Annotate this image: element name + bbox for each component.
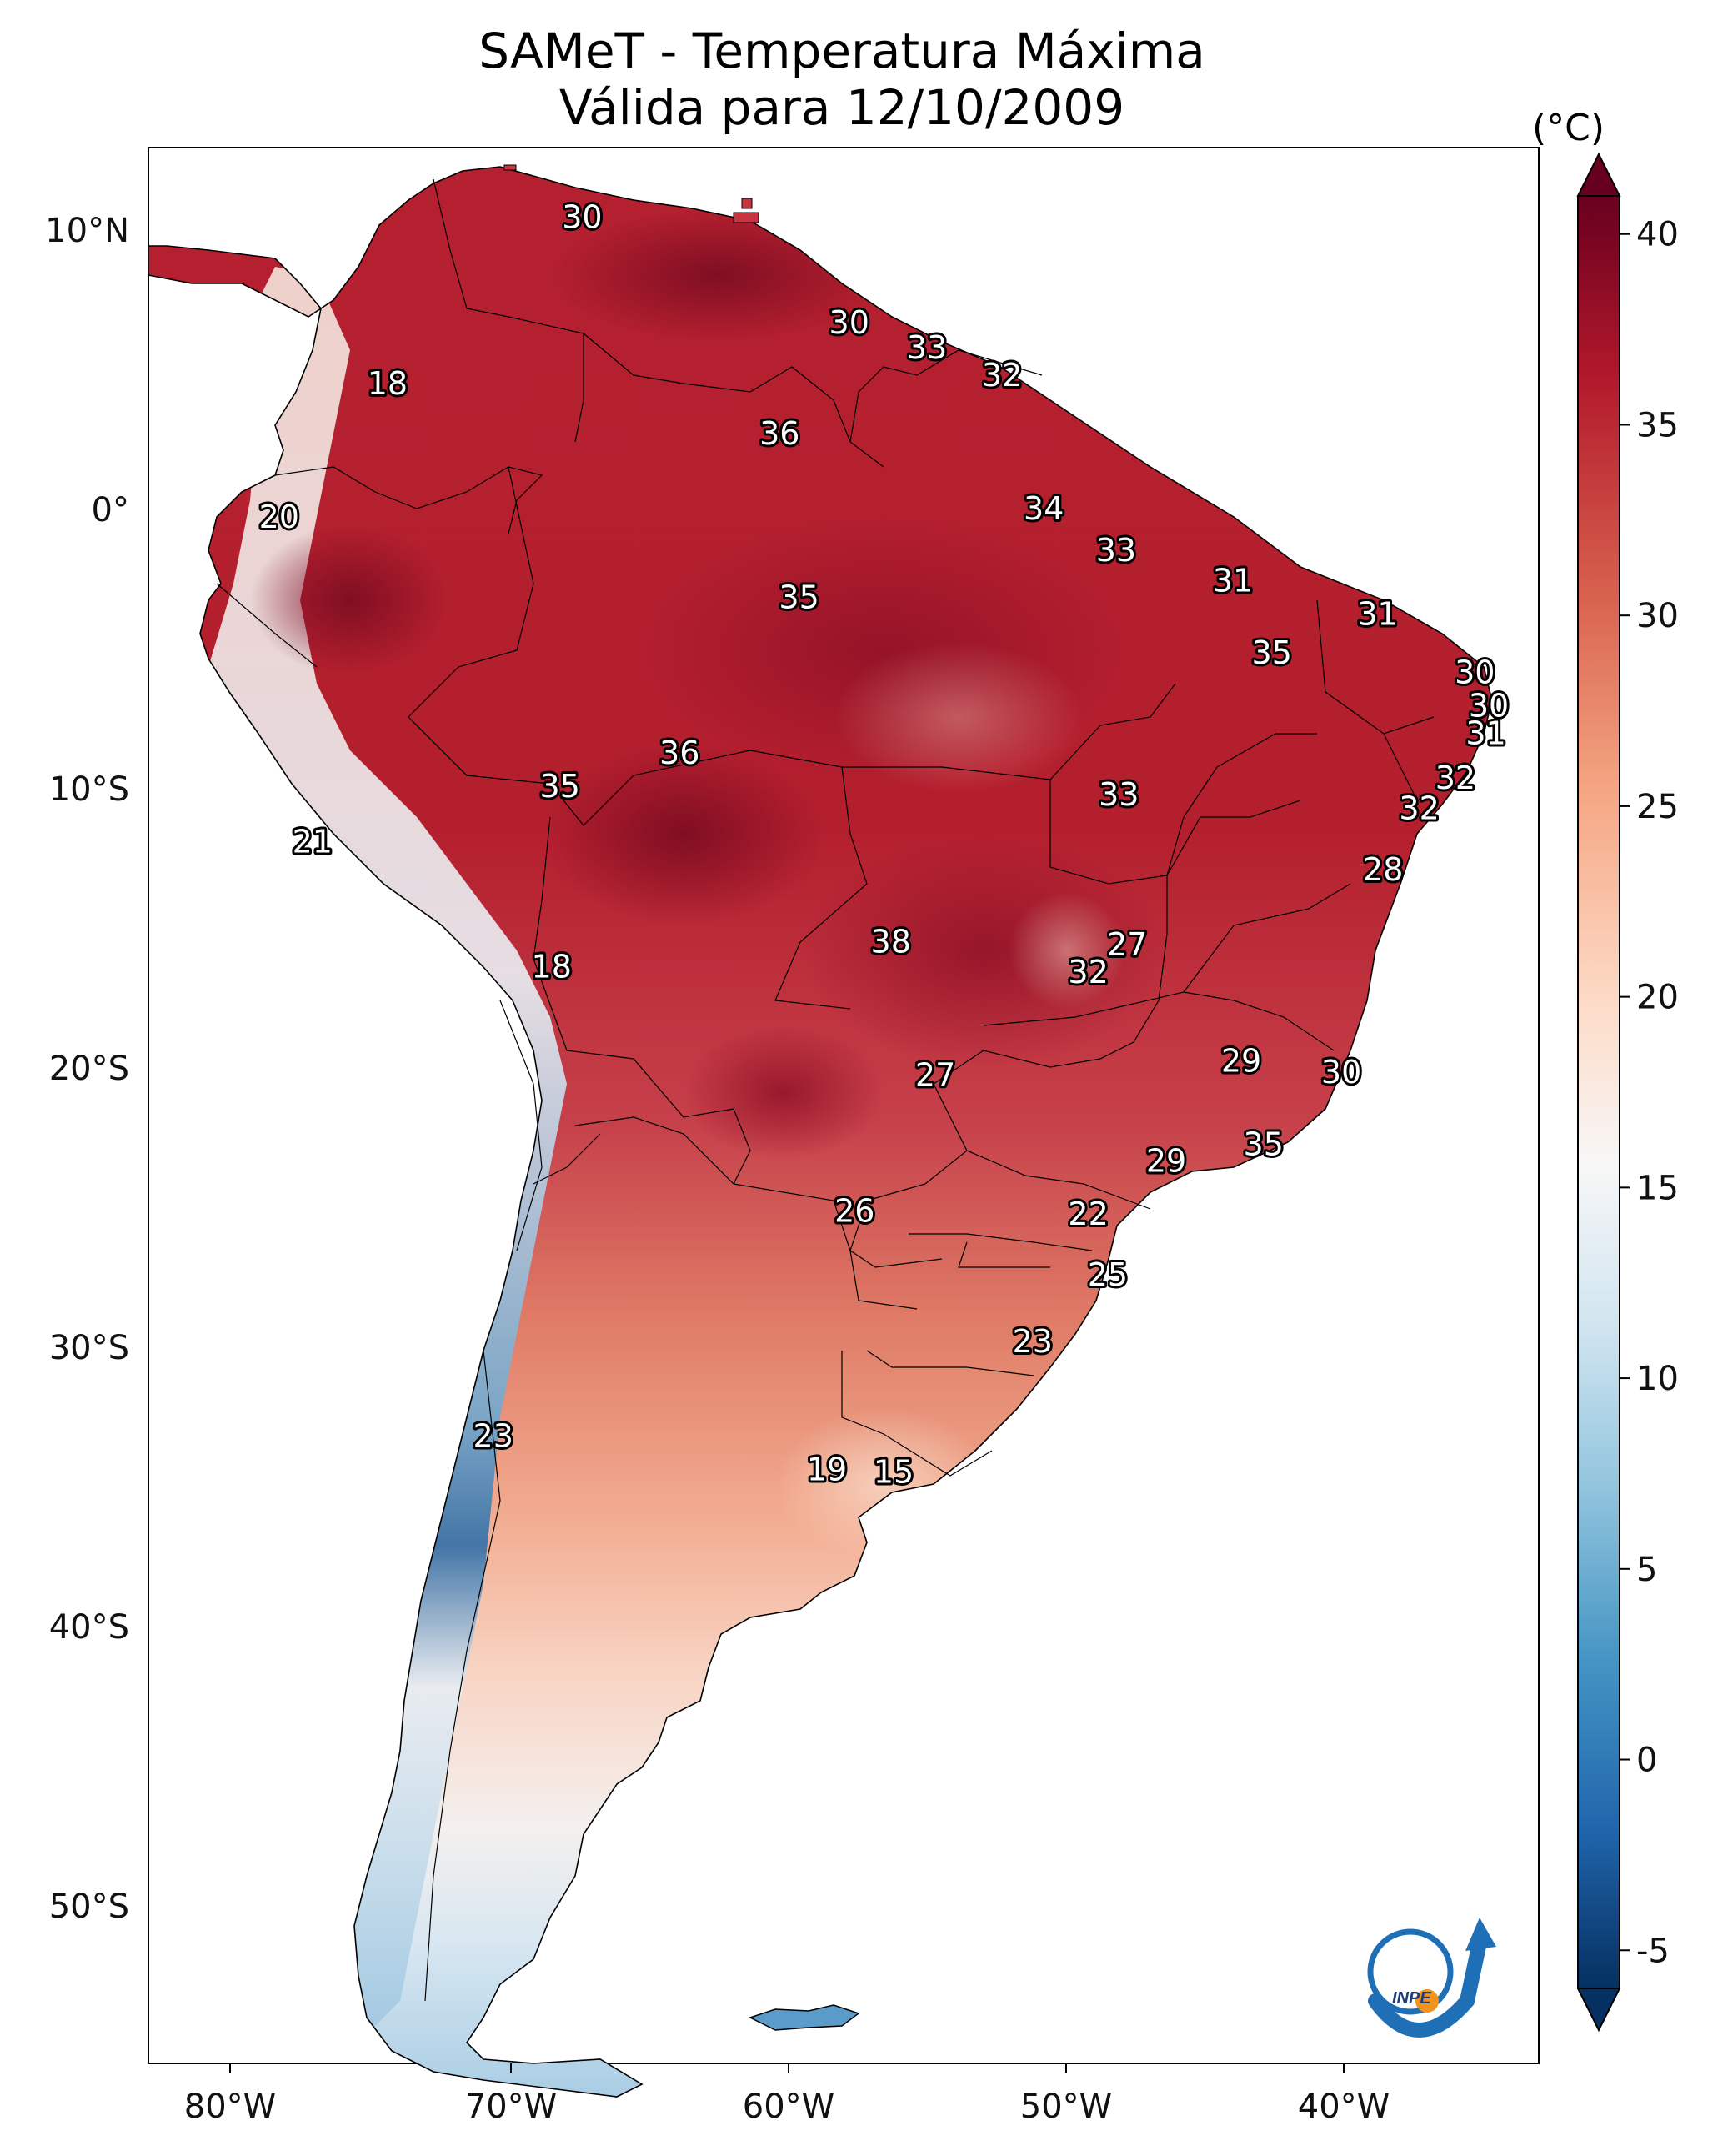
station-label-26: 18 <box>532 949 572 985</box>
colorbar-tick-label-4: 20 <box>1636 979 1679 1017</box>
colorbar-tick-label-9: -5 <box>1636 1932 1670 1970</box>
station-label-9: 31 <box>1213 563 1253 599</box>
station-label-5: 36 <box>759 415 799 452</box>
station-label-10: 35 <box>779 579 819 616</box>
station-label-21: 21 <box>293 824 333 860</box>
station-label-36: 23 <box>473 1417 513 1454</box>
station-label-25: 32 <box>1068 954 1108 990</box>
lon-label-70w: 70°W <box>465 2088 557 2126</box>
station-label-1: 30 <box>829 304 869 341</box>
lat-label-10n: 10°N <box>45 212 129 250</box>
colorbar-tick-label-2: 30 <box>1636 597 1679 635</box>
longitude-axis: 80°W 70°W 60°W 50°W 40°W <box>184 2063 1390 2126</box>
lon-label-40w: 40°W <box>1298 2088 1390 2126</box>
station-label-18: 35 <box>540 768 580 805</box>
station-label-20: 32 <box>1399 790 1439 827</box>
station-label-22: 28 <box>1363 851 1403 888</box>
caribbean-islands <box>503 164 759 223</box>
colorbar-tick-label-8: 0 <box>1636 1742 1657 1780</box>
station-label-8: 33 <box>1096 532 1136 569</box>
colorbar-gradient <box>1577 195 1620 1989</box>
station-label-19: 33 <box>1099 776 1139 813</box>
colorbar-tick-label-3: 25 <box>1636 788 1679 826</box>
lon-label-60w: 60°W <box>743 2088 834 2126</box>
colorbar-tick-label-7: 5 <box>1636 1551 1657 1589</box>
station-label-33: 22 <box>1068 1196 1108 1232</box>
colorbar-tick-label-0: 40 <box>1636 216 1679 254</box>
station-label-6: 34 <box>1024 490 1064 527</box>
station-label-31: 29 <box>1146 1143 1186 1180</box>
colorbar-max-extend <box>1576 152 1621 197</box>
station-label-7: 20 <box>259 499 299 535</box>
colorbar-tick-label-6: 10 <box>1636 1360 1679 1398</box>
station-label-16: 36 <box>659 735 699 771</box>
station-label-13: 30 <box>1455 654 1495 691</box>
logo-sun-icon <box>1415 1989 1439 2013</box>
lat-label-0: 0° <box>92 491 129 529</box>
station-label-14: 30 <box>1469 687 1509 724</box>
station-label-12: 35 <box>1252 634 1292 671</box>
lon-label-80w: 80°W <box>184 2088 276 2126</box>
station-label-38: 15 <box>874 1454 914 1491</box>
lat-label-30s: 30°S <box>49 1329 129 1367</box>
colorbar-tick-label-1: 35 <box>1636 406 1679 444</box>
lat-label-50s: 50°S <box>49 1888 129 1926</box>
station-label-11: 31 <box>1357 596 1397 633</box>
colorbar-tick-label-5: 15 <box>1636 1169 1679 1207</box>
falkland-islands <box>749 2004 860 2031</box>
station-label-34: 25 <box>1088 1256 1128 1293</box>
colorbar-unit: (°C) <box>1532 107 1605 149</box>
map-title-line2: Válida para 12/10/2009 <box>558 79 1125 136</box>
station-label-0: 30 <box>562 198 602 235</box>
station-label-4: 18 <box>368 365 408 402</box>
station-label-37: 19 <box>807 1451 847 1487</box>
station-label-29: 27 <box>915 1056 955 1093</box>
station-label-3: 32 <box>982 357 1022 394</box>
colorbar: 40 35 30 25 20 15 10 5 0 -5 <box>1576 152 1679 2033</box>
station-label-32: 26 <box>834 1193 874 1230</box>
inpe-logo: INPE <box>1367 1918 1496 2038</box>
latitude-axis: 10°N 0° 10°S 20°S 30°S 40°S 50°S <box>45 212 129 1926</box>
station-label-17: 32 <box>1435 760 1475 796</box>
station-label-30: 35 <box>1244 1126 1284 1163</box>
lat-label-10s: 10°S <box>49 770 129 809</box>
station-label-24: 27 <box>1107 926 1147 963</box>
station-label-15: 31 <box>1465 715 1505 752</box>
colorbar-min-extend <box>1576 1988 1621 2033</box>
logo-text: INPE <box>1392 1989 1431 2008</box>
lat-label-40s: 40°S <box>49 1608 129 1647</box>
lon-label-50w: 50°W <box>1020 2088 1112 2126</box>
station-label-28: 30 <box>1321 1054 1361 1091</box>
station-label-35: 23 <box>1013 1323 1053 1360</box>
station-label-23: 38 <box>871 924 911 960</box>
station-label-2: 33 <box>907 329 947 366</box>
map-title-line1: SAMeT - Temperatura Máxima <box>478 23 1205 79</box>
political-borders <box>216 178 1435 2002</box>
station-label-27: 29 <box>1221 1043 1261 1080</box>
lat-label-20s: 20°S <box>49 1050 129 1088</box>
